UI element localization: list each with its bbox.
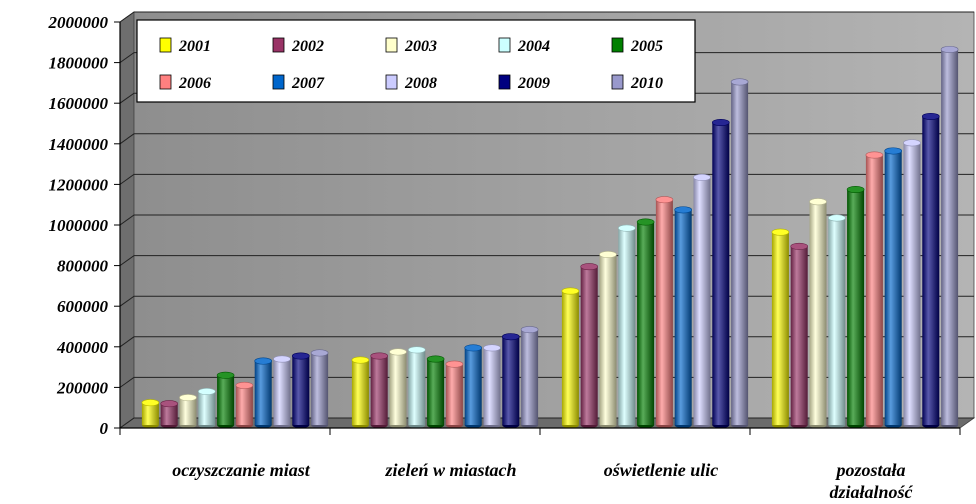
bar-2003-3 [809, 198, 827, 429]
bar-2001-3 [771, 228, 790, 429]
bar-2002-3 [790, 242, 809, 429]
bar-2004-0 [198, 388, 216, 429]
bar-2009-2 [711, 119, 730, 429]
bar-2007-1 [464, 344, 483, 429]
y-tick-label: 400000 [56, 338, 109, 357]
legend-label: 2010 [630, 75, 663, 92]
bar-2010-0 [310, 349, 329, 429]
gridline [119, 11, 974, 23]
bar-2003-0 [179, 394, 197, 429]
bar-2002-2 [580, 263, 599, 429]
y-tick-label: 200000 [56, 378, 109, 397]
legend-label: 2009 [517, 75, 550, 92]
x-category-label: oświetlenie ulic [604, 460, 719, 480]
bar-2008-3 [903, 139, 921, 429]
y-tick-label: 0 [100, 419, 109, 438]
legend-label: 2005 [630, 38, 663, 55]
legend-swatch-2002 [272, 37, 285, 53]
bar-2001-0 [141, 399, 160, 429]
x-category-label: oczyszczanie miast [172, 460, 310, 480]
legend-swatch-2005 [611, 37, 624, 53]
bar-2004-1 [407, 346, 426, 429]
y-tick-label: 1600000 [49, 94, 109, 113]
bar-2003-2 [599, 250, 617, 429]
legend-label: 2001 [178, 38, 211, 55]
x-category-label: zieleń w miastach [384, 460, 516, 480]
legend-label: 2007 [291, 75, 325, 92]
bar-2005-2 [636, 218, 655, 429]
gridline [119, 173, 974, 185]
y-axis: 0 200000 400000 600000 800000 1000000 1200000 1… [48, 11, 974, 438]
legend-label: 2006 [178, 75, 211, 92]
legend-swatch-2004 [498, 37, 511, 53]
y-tick-label: 2000000 [48, 13, 109, 32]
bar-2004-3 [827, 214, 846, 429]
bar-2009-3 [921, 112, 940, 429]
bar-2009-0 [291, 352, 310, 429]
bar-2007-0 [254, 357, 273, 429]
legend-swatch-2007 [272, 74, 285, 90]
bar-2010-2 [730, 78, 749, 429]
bar-2006-1 [445, 360, 464, 429]
bar-2006-2 [655, 196, 674, 429]
bar-2005-3 [846, 186, 865, 429]
bar-2006-0 [235, 381, 254, 429]
legend-label: 2003 [404, 38, 437, 55]
legend-swatch-2008 [385, 74, 398, 90]
bar-2005-1 [426, 355, 445, 429]
bar-2007-3 [884, 147, 903, 429]
legend: 2001 2002 2003 2004 2005 2006 2007 2008 2009 2010 [136, 19, 696, 103]
legend-box [136, 19, 696, 103]
legend-swatch-2009 [498, 74, 511, 90]
legend-swatch-2006 [159, 74, 172, 90]
y-tick-label: 1400000 [49, 135, 109, 154]
bar-2008-2 [693, 173, 711, 429]
y-tick-label: 600000 [57, 297, 109, 316]
legend-label: 2008 [404, 75, 437, 92]
bar-2001-2 [561, 287, 580, 429]
x-category-label: pozostała działalność [829, 460, 913, 502]
bar-2008-0 [273, 355, 291, 429]
legend-swatch-2001 [159, 37, 172, 53]
bar-2002-1 [370, 352, 389, 429]
legend-label: 2002 [291, 38, 324, 55]
bar-2002-0 [160, 400, 178, 429]
x-axis: oczyszczanie miast zieleń w miastach oświe… [119, 427, 961, 502]
y-tick-label: 800000 [57, 257, 109, 276]
bar-2008-1 [483, 344, 501, 429]
y-tick-label: 1800000 [49, 54, 109, 73]
y-tick-label: 1000000 [49, 216, 109, 235]
gridline [119, 133, 974, 145]
legend-swatch-2003 [385, 37, 398, 53]
bar-2006-3 [865, 151, 884, 429]
legend-label: 2004 [517, 38, 550, 55]
bar-2004-2 [617, 224, 636, 429]
bar-2003-1 [389, 348, 407, 429]
legend-swatch-2010 [611, 74, 624, 90]
y-tick-label: 1200000 [49, 175, 109, 194]
bar-2009-1 [501, 333, 520, 429]
bar-2010-3 [940, 45, 959, 429]
bars [141, 45, 959, 429]
bar-2005-0 [216, 371, 235, 429]
bar-2010-1 [520, 326, 539, 429]
bar-2007-2 [674, 206, 693, 429]
bar-2001-1 [351, 356, 370, 429]
